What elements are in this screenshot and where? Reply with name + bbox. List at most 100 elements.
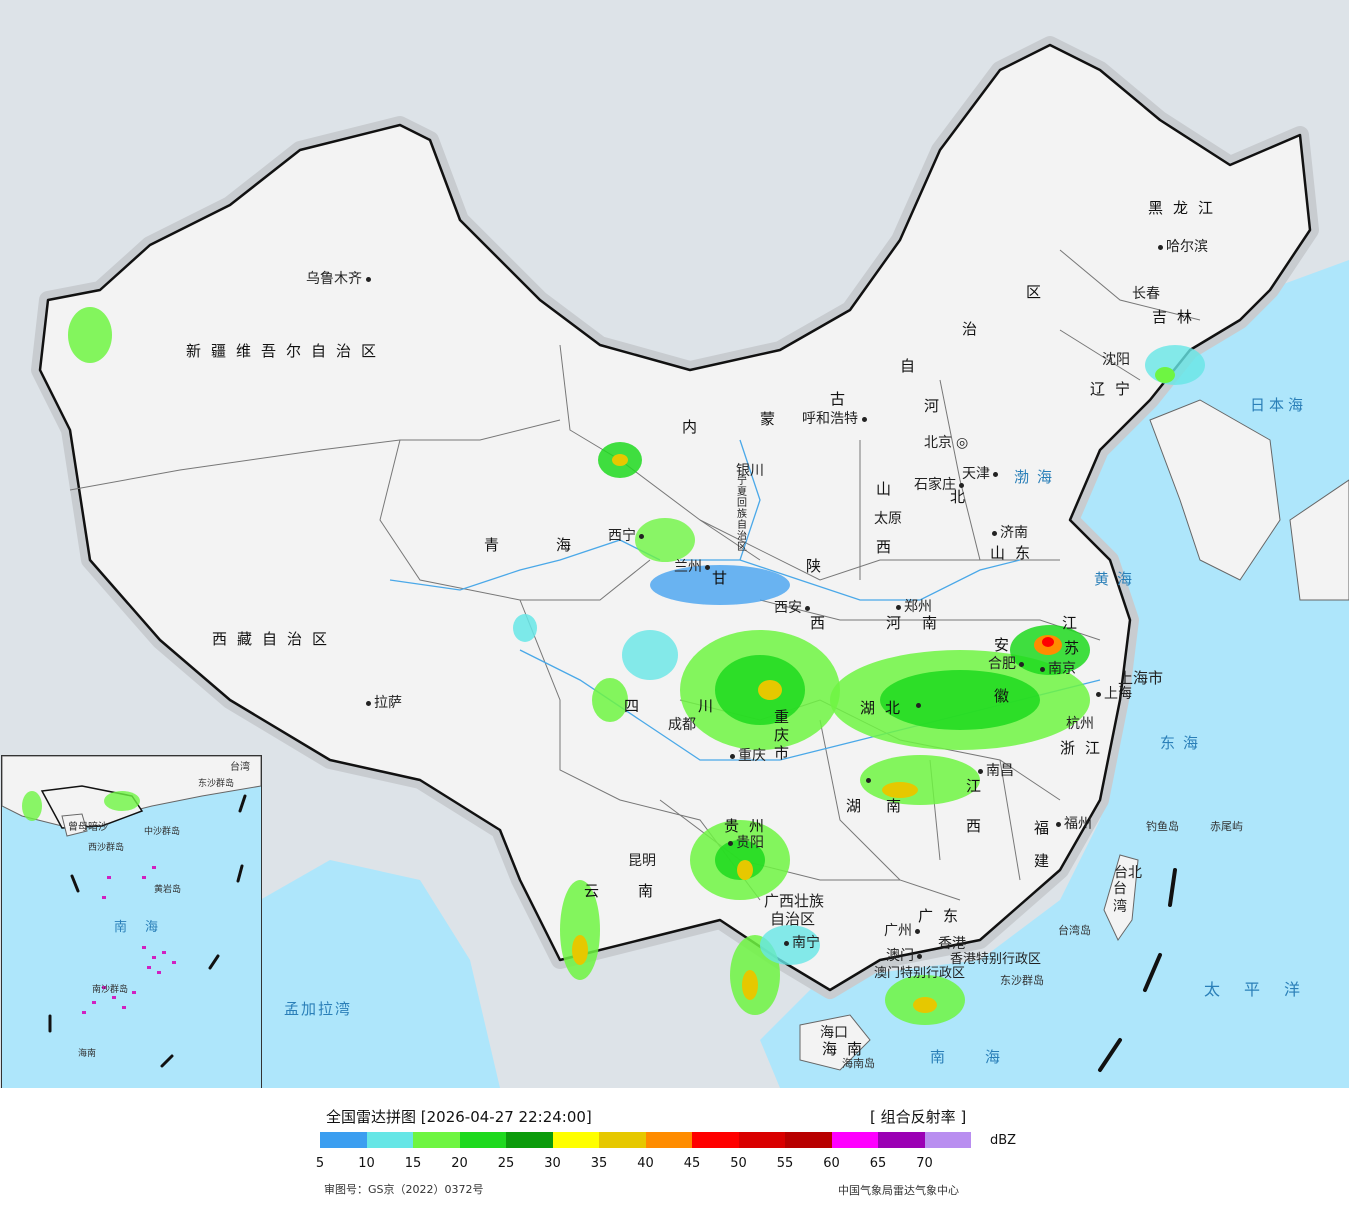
province-heilongjiang: 黑龙江 [1148,199,1224,217]
province-jiangxi-1: 江 [966,777,992,795]
province-gansu: 甘 [712,569,738,587]
colorbar-tick: 55 [776,1156,794,1171]
colorbar-tick: 20 [451,1156,468,1171]
province-yunnan-1: 云 [584,882,610,900]
province-anhui-2: 徽 [994,687,1020,705]
province-qinghai-2: 海 [556,536,582,554]
province-hunan-2: 南 [886,797,912,815]
province-ningxia: 宁夏回族自治区 [737,476,747,553]
colorbar-cell [599,1132,646,1148]
province-guangxi-1: 广西壮族 [764,892,825,910]
province-neimenggu-1: 内 [682,418,708,436]
colorbar-cell [924,1132,971,1148]
city-hangzhou: 杭州 [1066,716,1094,732]
province-henan-1: 河 [886,614,912,632]
colorbar-tick: 70 [916,1156,933,1171]
legend-product: [ 组合反射率 ] [870,1108,967,1126]
nine-dash-line [1098,868,1177,1072]
taiwan-island [1103,854,1139,941]
city-yinchuan: 银川 [736,463,764,479]
province-hebei-2: 北 [950,488,976,506]
city-macau: 澳门 [886,945,925,965]
sea-bohai: 渤海 [1014,468,1061,486]
province-henan-2: 南 [922,614,948,632]
sea-japan: 日本海 [1250,396,1308,414]
province-hubei: 湖北 [860,699,911,717]
colorbar-cell [738,1132,785,1148]
colorbar-cell [878,1132,925,1148]
island-hainan: 海南岛 [842,1057,875,1070]
island-chiwei: 赤尾屿 [1210,820,1243,833]
inset-label-nansha: 南沙群岛 [92,985,129,995]
province-shanxi-1: 山 [876,480,902,498]
city-nanning: 南宁 [784,932,820,952]
province-shanghai: 上海市 [1118,669,1164,687]
island-diaoyu: 钓鱼岛 [1146,820,1179,833]
inset-label-xisha: 西沙群岛 [88,843,125,853]
city-guiyang: 贵阳 [728,832,764,852]
province-guizhou: 贵州 [724,817,775,835]
city-taiyuan: 太原 [874,511,902,527]
colorbar-tick: 25 [497,1156,515,1171]
city-beijing: 北京 ◎ [924,435,969,451]
inset-label-hainan: 曾母暗沙 [68,822,108,833]
colorbar-cell [506,1132,553,1148]
province-taiwan: 台湾 [1113,881,1127,915]
inset-label-zhongsha: 中沙群岛 [144,827,181,837]
province-xinjiang: 新疆维吾尔自治区 [186,342,387,360]
map-canvas [31,36,1349,1088]
sea-donghai: 东海 [1160,734,1207,752]
colorbar-cell [645,1132,692,1148]
city-changchun: 长春 [1132,286,1160,302]
city-chengdu: 成都 [668,717,696,733]
sea-pacific: 太平洋 [1204,980,1325,999]
city-xian: 西安 [774,597,813,617]
legend-unit: dBZ [990,1133,1017,1148]
province-xianggang: 香港特别行政区 [950,952,1042,967]
colorbar-tick: 10 [358,1156,375,1171]
colorbar-cell [459,1132,506,1148]
colorbar-cell [413,1132,460,1148]
province-zhejiang: 浙江 [1060,739,1111,757]
inset-label-nanhai: 南海 [114,920,177,935]
province-shaanxi-1: 陕 [806,557,832,575]
south-china-sea-inset: 曾母暗沙 台湾 东沙群岛 西沙群岛 中沙群岛 黄岩岛 南海 南沙群岛 海南 [1,755,262,1089]
sea-bay-of-bengal: 孟加拉湾 [284,1000,353,1018]
sea-bay-of-bengal [260,860,500,1088]
province-shanxi-2: 西 [876,538,902,556]
province-jiangxi-2: 西 [966,817,992,835]
sea-huanghai: 黄海 [1094,570,1141,588]
colorbar-cell [692,1132,739,1148]
city-kunming: 昆明 [628,853,656,869]
city-jinan: 济南 [992,522,1028,542]
province-jiangsu-2: 苏 [1064,639,1090,657]
city-shenyang: 沈阳 [1102,352,1130,368]
province-neimenggu-3: 古 [830,390,856,408]
city-guangzhou: 广州 [884,920,923,940]
radar-map: 新疆维吾尔自治区 西藏自治区 青 海 甘 四 川 云 南 贵州 广西壮族 自治区… [0,0,1349,1089]
island-taiwan: 台湾岛 [1058,924,1091,937]
sea-nanhai: 南海 [930,1048,1041,1066]
credit-text: 中国气象局雷达气象中心 [838,1184,959,1197]
colorbar-tick: 30 [544,1156,561,1171]
legend-ticks: 5 10 15 20 25 30 35 40 45 50 55 60 65 70 [316,1156,960,1172]
inset-label-dongsha: 东沙群岛 [198,779,235,789]
colorbar-tick: 5 [315,1156,325,1171]
province-chongqing-2: 庆 [774,726,800,744]
colorbar-cell [320,1132,367,1148]
city-changsha [866,772,874,788]
city-fuzhou: 福州 [1056,813,1092,833]
hainan-island [799,1014,871,1071]
colorbar-tick: 45 [683,1156,701,1171]
province-shandong: 山东 [990,544,1041,562]
province-fujian-1: 福 [1034,819,1060,837]
province-jiangsu-1: 江 [1062,614,1088,632]
colorbar-tick: 50 [730,1156,747,1171]
province-anhui-1: 安 [994,636,1020,654]
province-jilin: 吉林 [1152,308,1203,326]
province-sichuan-2: 川 [698,697,724,715]
province-guangxi-2: 自治区 [770,910,816,928]
colorbar-cell [366,1132,413,1148]
province-xizang: 西藏自治区 [212,630,338,648]
province-guangdong: 广东 [918,907,969,925]
